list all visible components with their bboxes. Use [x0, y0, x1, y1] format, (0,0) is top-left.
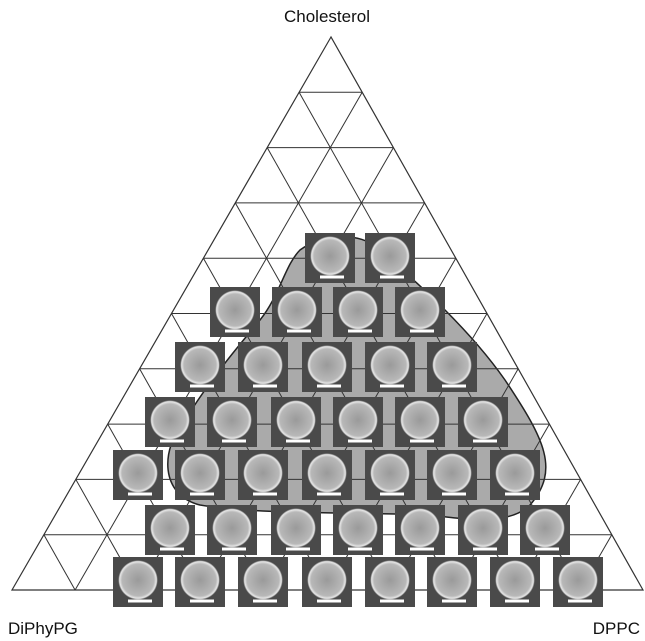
- vesicle: [370, 236, 410, 276]
- vesicle: [370, 560, 410, 600]
- vesicle: [463, 508, 503, 548]
- grid-line: [74, 92, 363, 591]
- vesicle: [307, 345, 347, 385]
- vesicle: [525, 508, 565, 548]
- vesicle: [276, 508, 316, 548]
- vesicle: [370, 453, 410, 493]
- vesicle: [150, 400, 190, 440]
- vesicle: [495, 453, 535, 493]
- vesicle: [400, 508, 440, 548]
- vesicle: [243, 345, 283, 385]
- vesicle: [243, 453, 283, 493]
- vesicle: [277, 290, 317, 330]
- vesicle: [307, 560, 347, 600]
- vesicle: [432, 560, 472, 600]
- vesicle: [276, 400, 316, 440]
- vesicle: [212, 400, 252, 440]
- vesicle: [212, 508, 252, 548]
- vesicle: [180, 345, 220, 385]
- vesicle: [215, 290, 255, 330]
- vesicle: [307, 453, 347, 493]
- vesicle: [150, 508, 190, 548]
- vesicle: [243, 560, 283, 600]
- vesicle: [118, 560, 158, 600]
- vesicle: [180, 453, 220, 493]
- vesicle: [370, 345, 410, 385]
- vesicle: [118, 453, 158, 493]
- vesicle: [432, 453, 472, 493]
- vesicle: [495, 560, 535, 600]
- vesicle: [463, 400, 503, 440]
- vesicle: [400, 400, 440, 440]
- vesicle: [400, 290, 440, 330]
- vesicle: [338, 508, 378, 548]
- vesicle: [432, 345, 472, 385]
- micrographs: [113, 233, 603, 607]
- vesicle: [338, 290, 378, 330]
- vesicle: [310, 236, 350, 276]
- left-label: DiPhyPG: [8, 619, 78, 638]
- vesicle: [338, 400, 378, 440]
- vesicle: [180, 560, 220, 600]
- right-label: DPPC: [593, 619, 640, 638]
- grid-line: [43, 534, 76, 591]
- vesicle: [558, 560, 598, 600]
- top-label: Cholesterol: [284, 7, 370, 26]
